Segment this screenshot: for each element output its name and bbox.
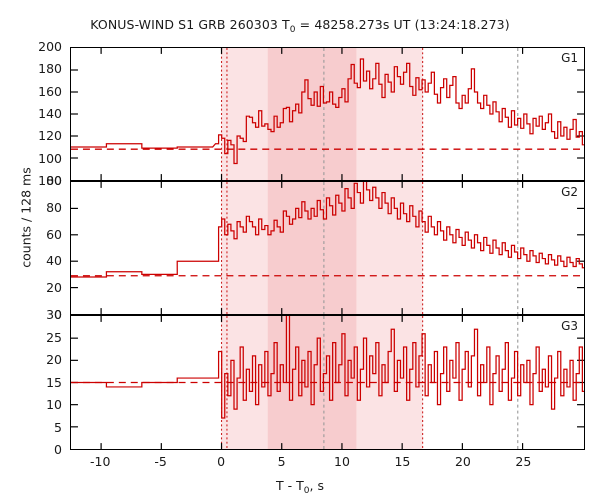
- panel-g3-label: G3: [561, 319, 578, 333]
- x-tick-label: 20: [454, 454, 471, 469]
- y-tick-label: 60: [46, 226, 62, 242]
- x-axis-label: T - T0, s: [0, 478, 600, 496]
- y-tick-label: 0: [54, 442, 62, 457]
- y-tick-label: 80: [46, 173, 62, 188]
- x-axis-label-subscript: 0: [303, 486, 310, 496]
- x-tick-label: -5: [154, 454, 167, 469]
- y-tick-label: 200: [38, 39, 62, 54]
- interval-band-t50: [267, 182, 357, 314]
- panel-g2-label: G2: [561, 185, 578, 199]
- x-tick-label: 15: [394, 454, 411, 469]
- x-tick-label: 25: [515, 454, 532, 469]
- chart-title: KONUS-WIND S1 GRB 260303 T0 = 48258.273s…: [0, 17, 600, 35]
- y-tick-label: 5: [54, 419, 62, 435]
- x-axis-label-post: , s: [309, 478, 324, 493]
- interval-band-t50: [267, 48, 357, 180]
- chart-title-main: KONUS-WIND S1 GRB 260303 T: [90, 17, 290, 32]
- y-tick-label: 30: [46, 307, 62, 322]
- panel-g1: G1: [70, 47, 585, 181]
- y-tick-label: 100: [38, 150, 62, 166]
- y-tick-label: 15: [46, 374, 62, 390]
- y-tick-label: 10: [46, 397, 62, 412]
- x-tick-label: 0: [217, 454, 226, 469]
- panel-g1-plot: [71, 48, 584, 180]
- y-tick-label: 80: [46, 199, 62, 215]
- chart-title-subscript: 0: [289, 25, 296, 35]
- x-tick-label: 10: [334, 454, 350, 469]
- y-tick-label: 120: [38, 128, 62, 144]
- y-tick-label: 140: [38, 106, 62, 121]
- panel-g2: G2: [70, 181, 585, 315]
- y-tick-label: 100: [38, 173, 62, 188]
- y-tick-label: 180: [38, 61, 62, 77]
- y-tick-label: 20: [46, 352, 62, 367]
- y-tick-label: 160: [38, 83, 62, 99]
- y-tick-label: 20: [46, 280, 62, 296]
- x-tick-label: 5: [277, 454, 286, 469]
- lightcurve-g2: [71, 182, 584, 278]
- panel-g2-plot: [71, 182, 584, 314]
- lightcurve-g1: [71, 58, 584, 165]
- chart-title-rest: = 48258.273s UT (13:24:18.273): [295, 17, 510, 32]
- panel-g3-plot: [71, 316, 584, 449]
- x-axis-label-pre: T - T: [276, 478, 304, 493]
- lightcurve-g3: [71, 316, 584, 419]
- panel-g3: G3: [70, 315, 585, 450]
- panel-g1-label: G1: [561, 51, 578, 65]
- y-tick-label: 25: [46, 329, 62, 345]
- y-tick-label: 0: [54, 307, 62, 322]
- y-tick-label: 40: [46, 253, 62, 269]
- x-tick-label: -10: [90, 454, 111, 469]
